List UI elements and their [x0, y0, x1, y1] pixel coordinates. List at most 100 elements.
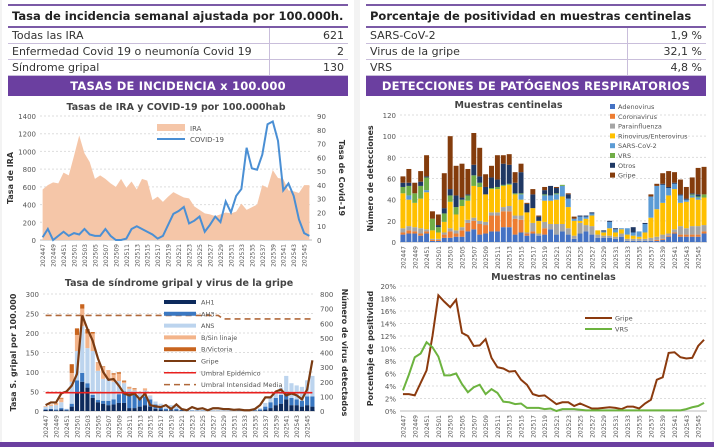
bar-ah1	[278, 403, 284, 411]
y-tick-label: 50	[30, 389, 39, 397]
bar-vrs	[701, 194, 707, 198]
bar-sars-cov-2	[553, 194, 559, 200]
bar-b-victoria	[69, 364, 74, 373]
bar-adenovirus	[642, 240, 648, 242]
bar-sars-cov-2	[642, 224, 648, 233]
bar-ans	[153, 401, 158, 405]
bar-coronavirus	[683, 234, 689, 237]
y-tick-label: 0%	[385, 408, 396, 416]
bar-otros	[506, 164, 512, 184]
bar-ah3	[90, 394, 95, 398]
bar-ah1	[95, 402, 101, 411]
x-tick-label: 202537	[648, 246, 655, 269]
bar-gripe	[424, 155, 430, 177]
row-label: Síndrome gripal	[8, 59, 270, 76]
bar-b-victoria	[111, 373, 116, 375]
row-value: 2	[269, 43, 348, 60]
bar-sars-cov-2	[571, 218, 577, 221]
bar-ah1	[69, 406, 74, 411]
bar-b-sin-linaje	[142, 388, 148, 391]
bar-ah3	[95, 400, 101, 403]
x-tick-label: 202539	[270, 244, 277, 267]
bar-ans	[101, 378, 106, 401]
x-tick-label: 202529	[221, 415, 228, 438]
row-value: 1,9 %	[627, 27, 706, 44]
bar-ah3	[163, 408, 169, 411]
bar-ah1	[284, 399, 289, 411]
x-tick-label: 202523	[190, 415, 197, 438]
bar-parainfluenza	[660, 234, 666, 239]
bar-parainfluenza	[642, 238, 648, 241]
x-tick-label: 202521	[179, 415, 186, 438]
bar-rinovirus-enterovirus	[518, 199, 524, 216]
bar-ah3	[299, 400, 305, 407]
bar-ah1	[106, 405, 111, 411]
bar-ans	[169, 405, 174, 409]
legend-label: Gripe	[618, 172, 636, 180]
x-tick-label: 202533	[625, 246, 632, 269]
bar-b-sin-linaje	[59, 398, 64, 403]
bar-b-victoria	[132, 388, 137, 390]
bar-coronavirus	[512, 218, 518, 235]
bar-rinovirus-enterovirus	[494, 189, 500, 213]
bar-b-sin-linaje	[132, 389, 137, 391]
bar-sars-cov-2	[648, 196, 654, 218]
bar-ans	[64, 408, 69, 410]
row-label: VRS	[366, 59, 628, 76]
bar-rinovirus-enterovirus	[553, 199, 559, 225]
bar-rinovirus-enterovirus	[418, 198, 424, 229]
x-tick-label: 202543	[291, 244, 298, 267]
bar-rinovirus-enterovirus	[524, 212, 530, 233]
bar-b-sin-linaje	[121, 381, 127, 384]
bar-otros	[695, 194, 701, 197]
bar-rinovirus-enterovirus	[565, 207, 571, 229]
bar-vrs	[489, 188, 494, 190]
bar-parainfluenza	[400, 228, 406, 233]
bar-ah1	[268, 408, 273, 411]
bar-gripe	[524, 202, 530, 204]
bar-parainfluenza	[548, 224, 554, 230]
x-tick-label: 202535	[249, 244, 256, 267]
bar-coronavirus	[500, 211, 506, 228]
x-tick-label: 202543	[684, 246, 691, 269]
bar-adenovirus	[660, 239, 666, 242]
bar-ah1	[289, 405, 294, 411]
ira-covid-chart: Tasas de IRA y COVID-19 por 100.000hab02…	[6, 102, 346, 267]
bar-coronavirus	[459, 230, 465, 237]
bar-ah3	[80, 372, 85, 382]
bar-coronavirus	[400, 232, 406, 235]
y-tick-label: 0	[35, 408, 39, 416]
bar-gripe	[459, 163, 465, 198]
bar-ans	[299, 386, 305, 401]
bar-ans	[106, 378, 111, 401]
x-tick-label: 202501	[436, 415, 443, 438]
bar-parainfluenza	[695, 226, 701, 235]
x-tick-label: 202537	[260, 244, 267, 267]
bar-rinovirus-enterovirus	[571, 220, 577, 236]
covid-line	[41, 120, 310, 242]
y-axis-label: Tasa de IRA	[6, 151, 15, 204]
y-axis-label: Porcentaje de positividad	[366, 291, 375, 407]
bar-sars-cov-2	[683, 199, 689, 202]
bar-sars-cov-2	[624, 228, 630, 235]
x-tick-label: 202541	[281, 244, 288, 267]
bar-rinovirus-enterovirus	[459, 206, 465, 228]
bar-parainfluenza	[418, 228, 424, 234]
bar-adenovirus	[548, 229, 554, 242]
bar-ans	[48, 405, 53, 409]
bar-parainfluenza	[672, 229, 678, 233]
y-tick-label: 10%	[380, 346, 396, 354]
bar-vrs	[453, 207, 459, 215]
x-tick-label: 202537	[648, 415, 655, 438]
bar-vrs	[542, 194, 548, 196]
bar-vrs	[500, 184, 506, 186]
bar-adenovirus	[607, 237, 613, 242]
x-tick-label: 202507	[471, 246, 478, 269]
bar-parainfluenza	[683, 228, 689, 235]
bar-ans	[174, 406, 179, 409]
bar-sars-cov-2	[613, 229, 618, 233]
bar-ah3	[101, 400, 106, 404]
x-tick-label: 202505	[459, 246, 466, 269]
bar-ah3	[252, 410, 257, 411]
y-tick-label: 20	[387, 218, 396, 226]
